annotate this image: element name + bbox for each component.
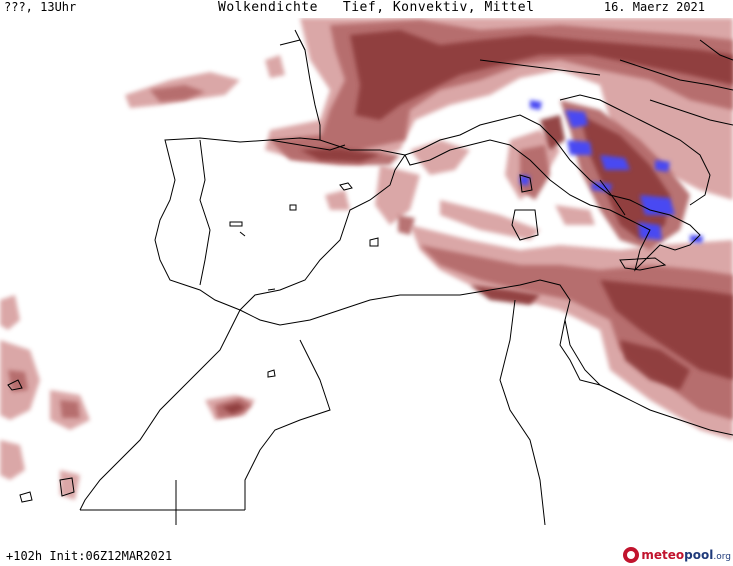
cloud-density-map[interactable] xyxy=(0,18,733,545)
forecast-date: 16. Maerz 2021 xyxy=(603,0,705,14)
forecast-init-label: +102h Init:06Z12MAR2021 xyxy=(6,549,173,563)
cloud-layer-dense xyxy=(222,30,733,414)
map-title: Wolkendichte Tief, Konvektiv, Mittel xyxy=(218,0,535,15)
islands xyxy=(7,182,379,503)
meteopool-logo-icon xyxy=(623,547,640,563)
location-time-label: ???, 13Uhr xyxy=(4,0,77,14)
meteopool-logo[interactable]: meteopool.org xyxy=(623,545,731,565)
meteopool-logo-text: meteopool.org xyxy=(641,548,731,562)
coastlines xyxy=(79,29,733,526)
